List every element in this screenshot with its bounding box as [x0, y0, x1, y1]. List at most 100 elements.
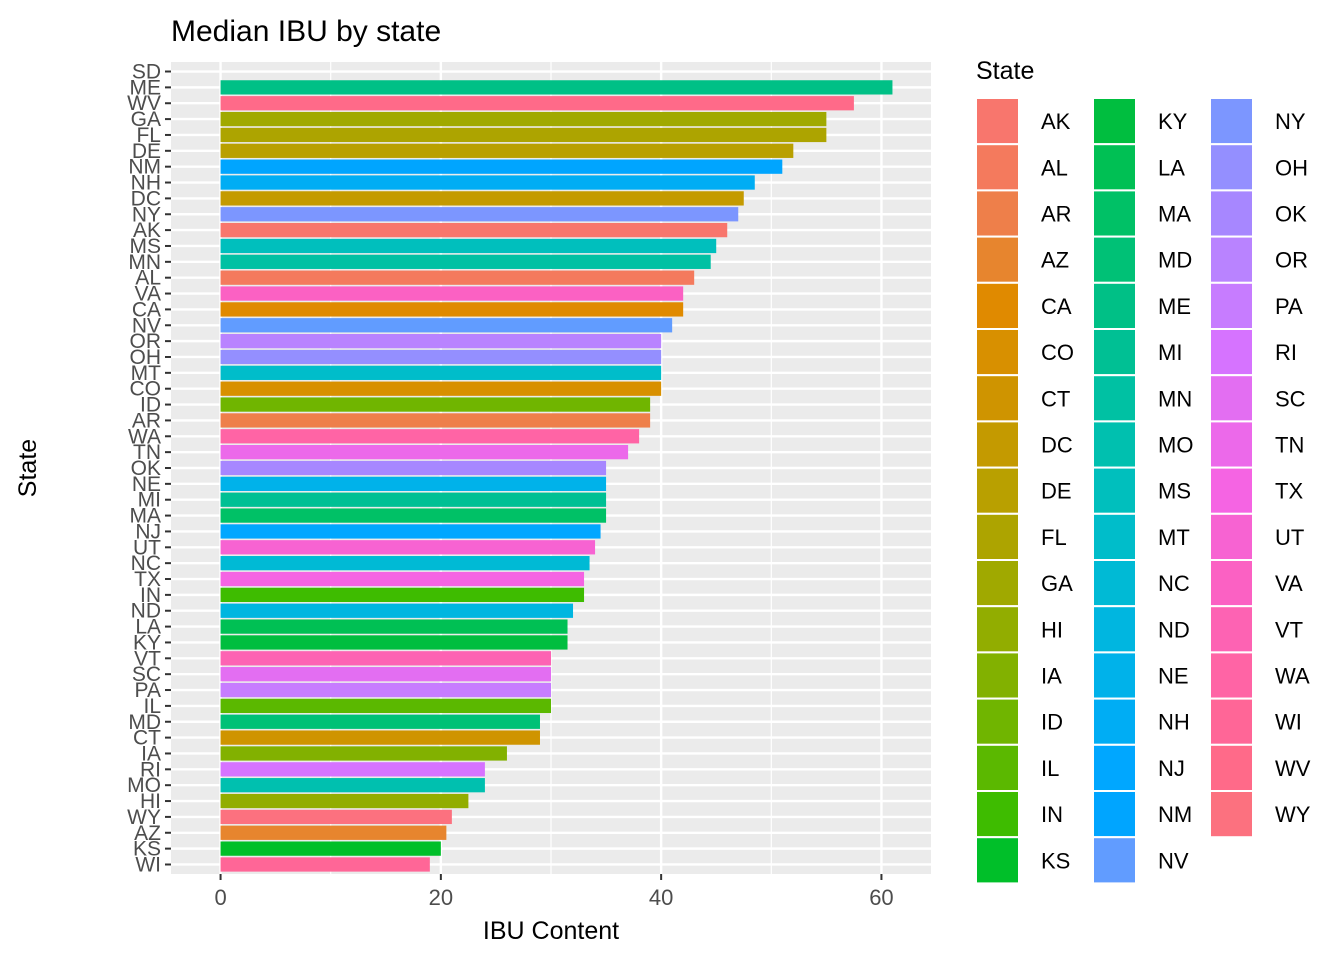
legend-key-ga: [975, 559, 1020, 608]
bar-al: [220, 270, 695, 285]
legend-key-nv: [1092, 836, 1137, 885]
legend-label: ME: [1158, 294, 1191, 319]
bar-mi: [220, 492, 607, 507]
legend-key-mi: [1092, 328, 1137, 377]
legend-label: NY: [1275, 109, 1306, 134]
legend-key-wv: [1209, 743, 1254, 792]
bar-hi: [220, 793, 469, 809]
y-tick-label: VT: [134, 647, 161, 670]
bar-id: [220, 397, 651, 412]
legend-label: OH: [1275, 155, 1308, 180]
y-tick-label: MT: [131, 362, 161, 385]
legend-key-fl: [975, 512, 1020, 561]
y-tick-label: IN: [140, 584, 161, 607]
legend-key-nj: [1092, 743, 1137, 792]
legend-key-ne: [1092, 651, 1137, 700]
legend-label: NC: [1158, 571, 1190, 596]
bar-ri: [220, 762, 485, 777]
legend-label: CA: [1041, 294, 1072, 319]
legend-key-nh: [1092, 697, 1137, 746]
x-axis-title: IBU Content: [483, 917, 619, 945]
legend-label: NV: [1158, 848, 1189, 873]
y-tick-label: CO: [130, 378, 162, 401]
y-tick-label: MI: [138, 489, 161, 512]
legend-label: AL: [1041, 155, 1068, 180]
legend-key-vt: [1209, 605, 1254, 654]
legend-label: NH: [1158, 710, 1190, 735]
legend-key-il: [975, 743, 1020, 792]
bar-ny: [220, 207, 739, 222]
bar-ct: [220, 730, 540, 745]
bar-sc: [220, 667, 551, 682]
legend-key-wa: [1209, 651, 1254, 700]
legend-label: MA: [1158, 202, 1191, 227]
legend-key-ak: [975, 97, 1020, 146]
legend-label: WY: [1275, 802, 1311, 827]
bar-de: [220, 143, 794, 158]
y-tick-label: ND: [131, 600, 161, 623]
legend-label: VT: [1275, 617, 1303, 642]
bar-nv: [220, 318, 673, 333]
legend-label: WV: [1275, 756, 1311, 781]
legend-key-nm: [1092, 790, 1137, 839]
legend-label: ND: [1158, 617, 1190, 642]
y-tick-label: KS: [133, 838, 161, 861]
legend-label: ID: [1041, 710, 1063, 735]
bar-ok: [220, 460, 607, 476]
y-tick-label: AZ: [134, 822, 161, 845]
legend-label: MD: [1158, 248, 1192, 273]
bar-ne: [220, 476, 607, 491]
y-tick-label: IL: [143, 695, 161, 718]
bar-ma: [220, 508, 607, 523]
legend-label: DE: [1041, 479, 1072, 504]
legend: AK AL AR AZ CA CO CT DC DE FL GA HI IA ID IL IN KS KY LA MA…: [975, 97, 1311, 885]
bar-dc: [220, 191, 744, 206]
legend-label: NJ: [1158, 756, 1185, 781]
legend-key-ny: [1209, 97, 1254, 146]
y-tick-label: RI: [140, 758, 161, 781]
legend-label: MS: [1158, 479, 1191, 504]
y-tick-label: AK: [133, 219, 161, 242]
legend-key-va: [1209, 559, 1254, 608]
legend-key-nd: [1092, 605, 1137, 654]
legend-label: AK: [1041, 109, 1071, 134]
legend-label: FL: [1041, 525, 1067, 550]
legend-label: MO: [1158, 433, 1193, 458]
legend-label: AZ: [1041, 248, 1069, 273]
legend-label: IL: [1041, 756, 1059, 781]
legend-key-ks: [975, 836, 1020, 885]
bar-mn: [220, 254, 711, 269]
bar-pa: [220, 682, 551, 698]
legend-key-mt: [1092, 512, 1137, 561]
x-tick-label: 20: [429, 885, 453, 910]
bar-fl: [220, 127, 827, 143]
y-tick-label: NV: [132, 314, 161, 337]
y-tick-label: NH: [131, 172, 161, 195]
y-tick-label: PA: [135, 679, 161, 702]
x-tick-label: 40: [649, 885, 673, 910]
legend-key-wi: [1209, 697, 1254, 746]
legend-key-ms: [1092, 466, 1137, 515]
legend-label: MT: [1158, 525, 1190, 550]
y-tick-label: CA: [132, 298, 161, 321]
legend-key-ri: [1209, 328, 1254, 377]
bar-nj: [220, 524, 601, 539]
legend-key-tn: [1209, 420, 1254, 469]
y-tick-label: VA: [135, 283, 161, 306]
legend-label: TN: [1275, 433, 1304, 458]
y-tick-label: CT: [133, 727, 161, 750]
legend-key-la: [1092, 143, 1137, 192]
legend-key-az: [975, 235, 1020, 284]
y-tick-label: LA: [135, 616, 161, 639]
x-tick-label: 60: [869, 885, 893, 910]
legend-label: HI: [1041, 617, 1063, 642]
y-tick-label: FL: [136, 124, 161, 147]
bar-mt: [220, 365, 662, 380]
legend-key-in: [975, 790, 1020, 839]
legend-label: CO: [1041, 340, 1074, 365]
y-tick-label: MA: [130, 505, 162, 528]
legend-label: WI: [1275, 710, 1302, 735]
y-axis-ticks: SDMEWVGAFLDENMNHDCNYAKMSMNALVACANVOROHMT…: [127, 61, 171, 876]
y-tick-label: GA: [131, 108, 161, 131]
